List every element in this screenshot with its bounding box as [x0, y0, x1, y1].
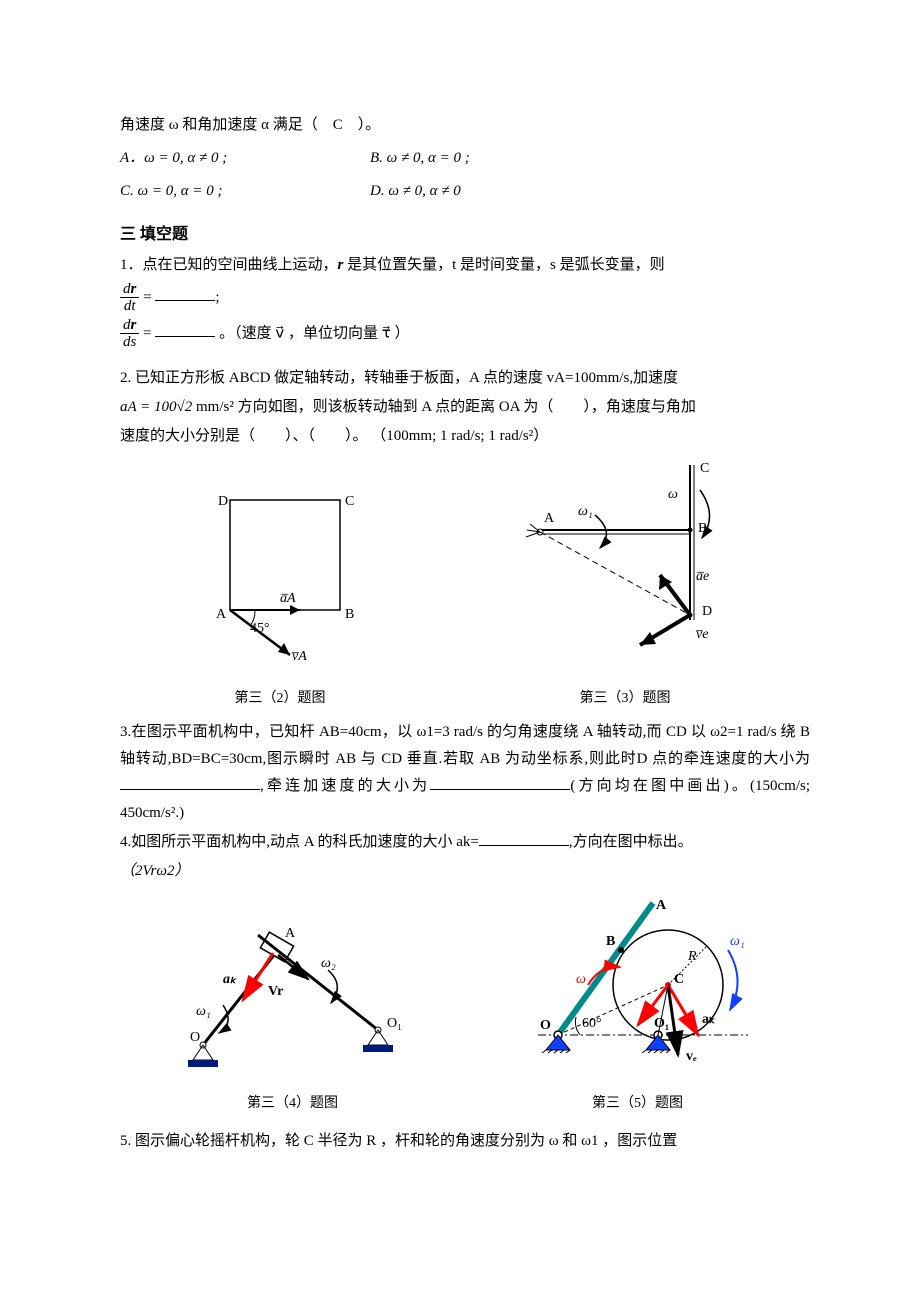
option-c: C. ω = 0, α = 0 ; [120, 178, 370, 205]
q1-frac2: drds = 。（速度 v⃗ ，单位切向量 τ⃗ ） [120, 317, 810, 351]
fig5-O: O [540, 1018, 551, 1033]
fig5-ak: aₖ [702, 1012, 715, 1027]
q2-line1: 2. 已知正方形板 ABCD 做定轴转动，转轴垂于板面，A 点的速度 vA=10… [120, 365, 810, 392]
q2-line3: 速度的大小分别是（ ）、（ ）。 （100mm; 1 rad/s; 1 rad/… [120, 423, 810, 450]
aA-formula: aA = 100√2 [120, 399, 192, 415]
option-d: D. ω ≠ 0, α ≠ 0 [370, 178, 620, 205]
fig4-col: A O O₁ aₖ Vr ω₁ ω₂ 第三（4）题图 [163, 905, 423, 1116]
fig4-svg: A O O₁ aₖ Vr ω₁ ω₂ [163, 905, 423, 1075]
fig3-ve: v̅e [696, 627, 709, 642]
q1-pre: 1．点在已知的空间曲线上运动， [120, 257, 338, 273]
fig5-svg: C R A B O O₁ [508, 895, 768, 1075]
fig5-caption: 第三（5）题图 [508, 1091, 768, 1116]
q4-line: 4.如图所示平面机构中,动点 A 的科氏加速度的大小 ak= ,方向在图中标出。 [120, 829, 810, 856]
fig3-A: A [544, 511, 555, 526]
fig5-A: A [656, 898, 667, 913]
fig2-vA: v̅A [292, 649, 308, 664]
fig2-C: C [345, 494, 354, 509]
fig4-w1: ω₁ [196, 1004, 211, 1019]
fig5-B: B [606, 934, 615, 949]
options-row-1: A．ω = 0, α ≠ 0 ; B. ω ≠ 0, α = 0 ; [120, 145, 810, 172]
q1-tail: 。（速度 v⃗ ，单位切向量 τ⃗ ） [219, 325, 409, 341]
fig5-R: R [687, 949, 697, 964]
fig-row-2-3: D C A B a̅A v̅A 45° 第三（2）题图 [120, 460, 810, 711]
fig3-caption: 第三（3）题图 [500, 686, 750, 711]
fig5-ve: vₑ [686, 1049, 697, 1064]
fig3-w1: ω₁ [578, 504, 593, 519]
fig3-B: B [698, 521, 707, 536]
fig2-aA: a̅A [280, 591, 296, 606]
fig4-Vr: Vr [268, 984, 283, 999]
q5-line: 5. 图示偏心轮摇杆机构，轮 C 半径为 R ，杆和轮的角速度分别为 ω 和 ω… [120, 1128, 810, 1155]
q4-answer: （2Vrω2） [120, 863, 189, 879]
fig4-A: A [285, 926, 296, 941]
q3-blank1 [120, 774, 260, 790]
frac-drds: drds [120, 317, 139, 351]
q4-text: 4.如图所示平面机构中,动点 A 的科氏加速度的大小 ak= [120, 834, 479, 850]
equals-1: = [143, 289, 155, 305]
fig3-svg: C B A ω₁ ω D a̅e [500, 460, 750, 670]
fig2-D: D [218, 494, 228, 509]
q1-line1: 1．点在已知的空间曲线上运动，r 是其位置矢量，t 是时间变量，s 是弧长变量，… [120, 252, 810, 279]
q3-text-b: ,牵连加速度的大小为 [260, 778, 430, 794]
fig3-ae: a̅e [696, 569, 709, 584]
q3-line: 3.在图示平面机构中，已知杆 AB=40cm，以 ω1=3 rad/s 的匀角速… [120, 719, 810, 827]
q4-blank [479, 830, 569, 846]
fig3-D: D [702, 604, 712, 619]
option-b: B. ω ≠ 0, α = 0 ; [370, 145, 620, 172]
q2-line2: aA = 100√2 mm/s² 方向如图，则该板转动轴到 A 点的距离 OA … [120, 394, 810, 421]
q5-text: 5. 图示偏心轮摇杆机构，轮 C 半径为 R ，杆和轮的角速度分别为 ω 和 ω… [120, 1133, 677, 1149]
fig2-A: A [216, 607, 227, 622]
fig4-ak: aₖ [223, 972, 237, 987]
fig4-O1: O₁ [387, 1016, 402, 1031]
fig2-B: B [345, 607, 354, 622]
fig5-w: ω [576, 972, 586, 987]
options-row-2: C. ω = 0, α = 0 ; D. ω ≠ 0, α ≠ 0 [120, 178, 810, 205]
fig5-C: C [674, 972, 684, 987]
q2b: mm/s² 方向如图，则该板转动轴到 A 点的距离 OA 为（ ），角速度与角加 [196, 399, 696, 415]
blank-2 [155, 321, 215, 337]
q3-text: 3.在图示平面机构中，已知杆 AB=40cm，以 ω1=3 rad/s 的匀角速… [120, 724, 810, 767]
semicolon-1: ; [215, 289, 219, 305]
q4-text-b: ,方向在图中标出。 [569, 834, 693, 850]
fig2-caption: 第三（2）题图 [180, 686, 380, 711]
fig-row-4-5: A O O₁ aₖ Vr ω₁ ω₂ 第三（4）题图 [120, 895, 810, 1116]
section-3-title: 三 填空题 [120, 221, 810, 250]
fig5-col: C R A B O O₁ [508, 895, 768, 1116]
fig2-svg: D C A B a̅A v̅A 45° [180, 480, 380, 670]
blank-1 [155, 285, 215, 301]
fig2-angle: 45° [250, 621, 270, 636]
q1-frac1: drdt = ; [120, 281, 810, 315]
fig3-col: C B A ω₁ ω D a̅e [500, 460, 750, 711]
frac-drdt: drdt [120, 281, 139, 315]
option-a: A．ω = 0, α ≠ 0 ; [120, 145, 370, 172]
q1-mid: 是其位置矢量，t 是时间变量，s 是弧长变量，则 [343, 257, 664, 273]
q4-ans: （2Vrω2） [120, 858, 810, 885]
fig3-w: ω [668, 487, 678, 502]
equals-2: = [143, 325, 155, 341]
fig4-caption: 第三（4）题图 [163, 1091, 423, 1116]
intro-line: 角速度 ω 和角加速度 α 满足（ C ）。 [120, 112, 810, 139]
fig5-angle: 60° [582, 1016, 602, 1031]
intro-text: 角速度 ω 和角加速度 α 满足（ C ）。 [120, 117, 380, 133]
fig4-O: O [190, 1030, 200, 1045]
fig2-col: D C A B a̅A v̅A 45° 第三（2）题图 [180, 480, 380, 711]
fig5-w1: ω₁ [730, 934, 745, 949]
q3-blank2 [430, 774, 570, 790]
fig3-C: C [700, 461, 709, 476]
fig4-w2: ω₂ [321, 956, 336, 971]
